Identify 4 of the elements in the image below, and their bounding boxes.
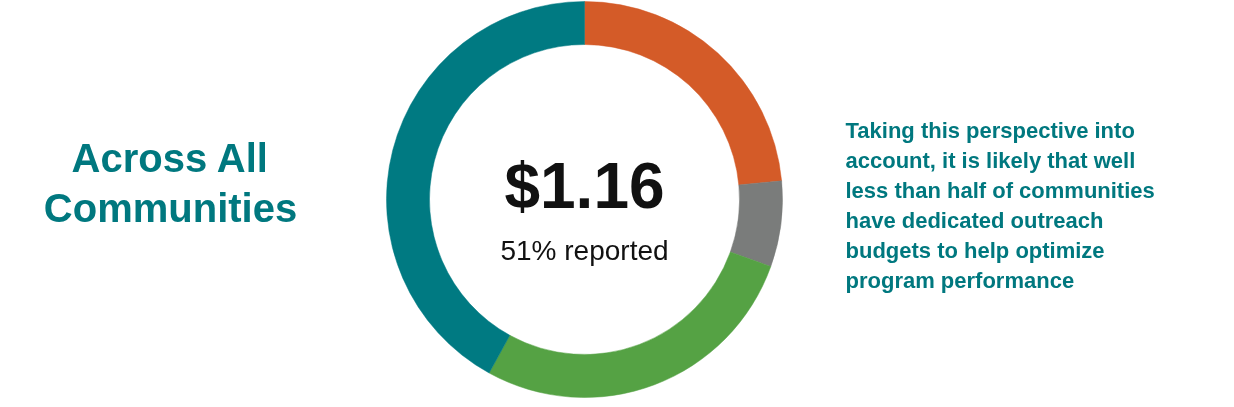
- text: Taking this perspective into account, it is likely that well less than half of communities have dedicated outreach budgets to help optimize program performance: [845, 118, 1155, 293]
- text: Across All Communities: [43, 135, 298, 230]
- text: $1.16: [504, 149, 665, 222]
- text: 51% reported: [500, 235, 669, 266]
